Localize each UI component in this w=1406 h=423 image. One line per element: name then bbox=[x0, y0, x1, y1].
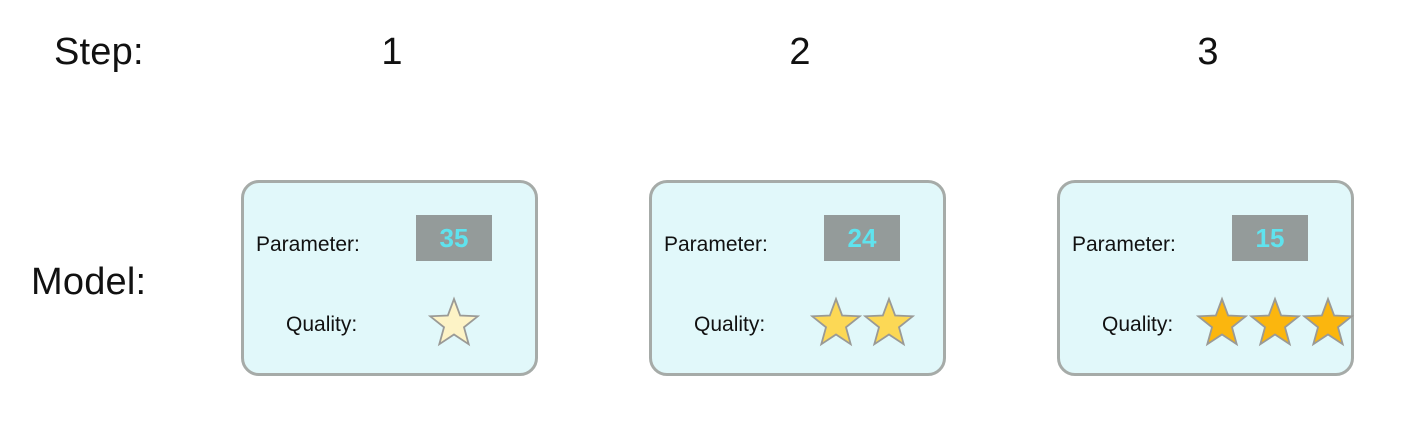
star-icon bbox=[428, 296, 480, 347]
star-icon bbox=[810, 296, 862, 347]
star-icon bbox=[863, 296, 915, 347]
parameter-value-box: 24 bbox=[824, 215, 900, 261]
quality-stars bbox=[810, 295, 915, 349]
step-number-1: 1 bbox=[381, 31, 403, 73]
step-number-2: 2 bbox=[789, 31, 811, 73]
star-icon bbox=[1196, 296, 1248, 347]
model-row-label: Model: bbox=[31, 261, 147, 303]
quality-label: Quality: bbox=[1102, 313, 1174, 336]
quality-label: Quality: bbox=[286, 313, 358, 336]
star-icon bbox=[1302, 296, 1354, 347]
step-row-label: Step: bbox=[54, 31, 144, 73]
parameter-value-box: 15 bbox=[1232, 215, 1308, 261]
parameter-label: Parameter: bbox=[1072, 233, 1176, 256]
star-icon bbox=[1249, 296, 1301, 347]
model-card-step-1: Parameter: 35 Quality: bbox=[241, 180, 538, 376]
model-card-step-3: Parameter: 15 Quality: bbox=[1057, 180, 1354, 376]
parameter-value-box: 35 bbox=[416, 215, 492, 261]
model-card-step-2: Parameter: 24 Quality: bbox=[649, 180, 946, 376]
parameter-label: Parameter: bbox=[664, 233, 768, 256]
quality-stars bbox=[428, 295, 480, 349]
step-number-3: 3 bbox=[1197, 31, 1219, 73]
quality-label: Quality: bbox=[694, 313, 766, 336]
quality-stars bbox=[1196, 295, 1354, 349]
parameter-label: Parameter: bbox=[256, 233, 360, 256]
